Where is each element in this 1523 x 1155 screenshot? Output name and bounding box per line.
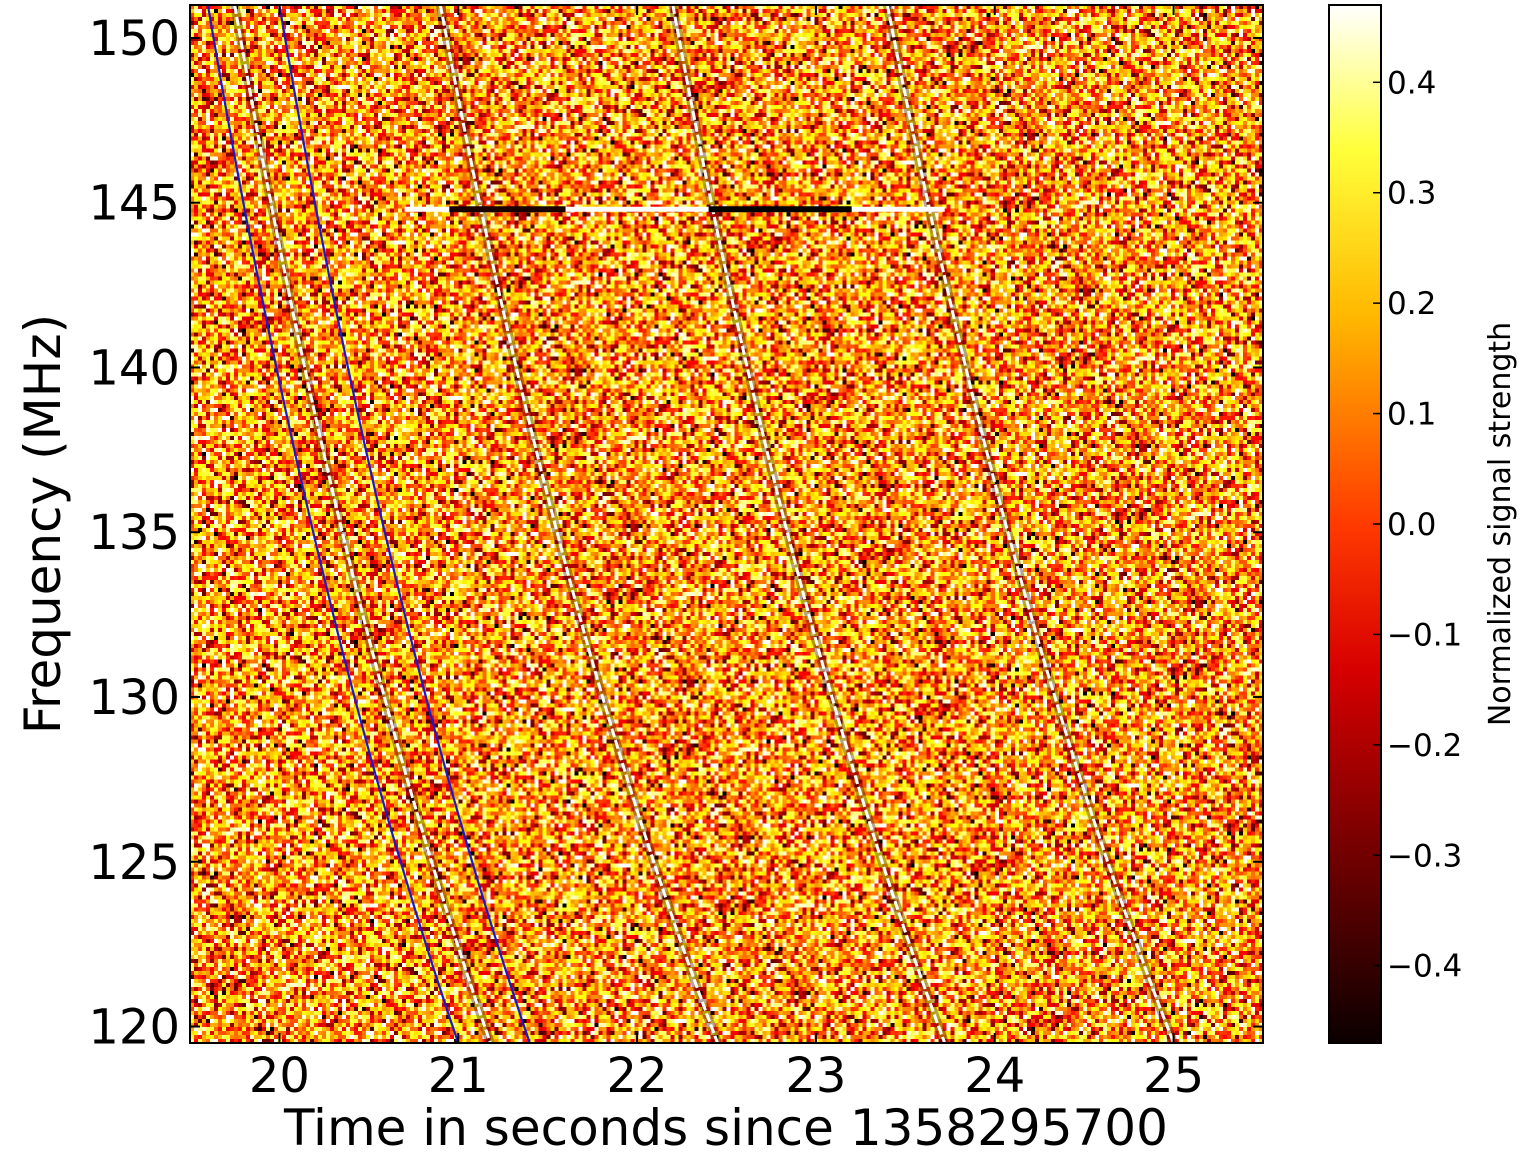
y-tick-label: 135 — [88, 505, 180, 561]
heatmap-overlay — [206, 5, 1178, 1043]
y-tick-label: 140 — [88, 340, 180, 396]
colorbar-tick-label: −0.4 — [1387, 949, 1462, 985]
y-tick-label: 145 — [88, 176, 180, 232]
plot-area — [189, 4, 1264, 1044]
x-tick-label: 20 — [249, 1048, 310, 1104]
x-tick-label: 22 — [607, 1048, 668, 1104]
model-curve-1 — [206, 5, 460, 1043]
colorbar-tick-label: 0.1 — [1387, 397, 1436, 433]
colorbar-tick-label: −0.2 — [1387, 728, 1462, 764]
colorbar-tick-label: 0.4 — [1387, 65, 1436, 101]
x-axis: 20 21 22 23 24 25 — [249, 5, 1204, 1104]
model-curve-2 — [278, 5, 531, 1043]
colorbar-ticks: 0.4 0.3 0.2 0.1 0.0 −0.1 −0.2 −0.3 −0.4 — [1373, 65, 1462, 985]
pulse-track-3 — [671, 5, 947, 1043]
x-tick-label: 24 — [964, 1048, 1025, 1104]
heatmap-image — [190, 5, 1263, 1043]
y-axis: 120 125 130 135 140 145 150 — [88, 11, 1263, 1056]
x-tick-label: 25 — [1143, 1048, 1204, 1104]
colorbar-tick-label: −0.3 — [1387, 838, 1462, 874]
colorbar-tick-label: 0.2 — [1387, 286, 1436, 322]
colorbar-tick-label: −0.1 — [1387, 617, 1462, 653]
colorbar-label: Normalized signal strength — [1483, 322, 1518, 726]
colorbar-tick-label: 0.0 — [1387, 507, 1436, 543]
y-tick-label: 120 — [88, 1000, 180, 1056]
plot-frame — [189, 4, 1264, 1044]
pulse-track-4 — [885, 5, 1175, 1043]
x-tick-label: 21 — [428, 1048, 489, 1104]
x-axis-title: Time in seconds since 1358295700 — [283, 1099, 1168, 1155]
y-tick-label: 130 — [88, 670, 180, 726]
x-tick-label: 23 — [785, 1048, 846, 1104]
y-tick-label: 125 — [88, 835, 180, 891]
colorbar-tick-label: 0.3 — [1387, 176, 1436, 212]
y-tick-label: 150 — [88, 11, 180, 67]
y-axis-title: Frequency (MHz) — [14, 314, 72, 734]
pulse-track-1 — [233, 5, 492, 1043]
colorbar: 0.4 0.3 0.2 0.1 0.0 −0.1 −0.2 −0.3 −0.4 Normaliz… — [1328, 4, 1518, 1044]
pulse-track-2 — [438, 5, 720, 1043]
colorbar-gradient — [1329, 5, 1381, 1043]
